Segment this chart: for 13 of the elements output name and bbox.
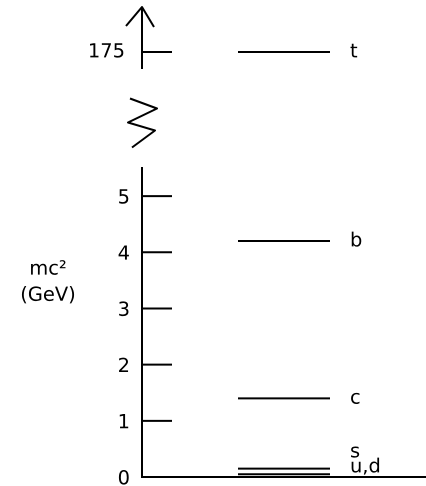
y-axis-title: mc² (GeV) bbox=[22, 260, 74, 304]
y-tick-label: 2 bbox=[119, 358, 128, 372]
ref-line-label: s bbox=[351, 446, 360, 458]
y-tick-label: 1 bbox=[120, 414, 128, 428]
y-tick-label: 5 bbox=[119, 189, 128, 204]
y-tick-label: 4 bbox=[118, 245, 129, 260]
ref-line-label: c bbox=[351, 392, 360, 404]
ref-line-label: b bbox=[352, 232, 362, 247]
y-tick-label: 3 bbox=[119, 301, 128, 316]
text: 175 bbox=[90, 43, 124, 58]
y-tick-label: 0 bbox=[118, 470, 129, 485]
text: t bbox=[350, 44, 358, 58]
ref-line-label: u,d bbox=[352, 458, 380, 475]
